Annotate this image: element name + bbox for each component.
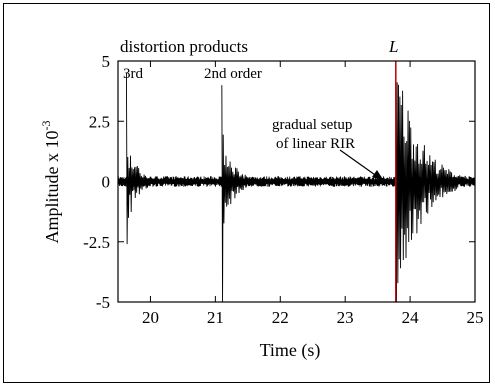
- second-order-label: 2nd order: [204, 66, 262, 82]
- y-tick-label: -2.5: [83, 233, 110, 252]
- distortion-products-label: distortion products: [120, 37, 248, 56]
- gradual-setup-label-line1: gradual setup: [272, 117, 352, 133]
- burst-1: [125, 73, 157, 245]
- signal-waveform: [117, 60, 476, 303]
- axis-ticks: 20 21 22 23 24 25 5 2.5 0 -2.5 -5: [83, 52, 483, 327]
- burst-trace: [125, 73, 157, 245]
- y-axis-label-exponent: -3: [39, 121, 53, 131]
- x-tick-label: 20: [142, 308, 159, 327]
- x-tick-label: 21: [207, 308, 224, 327]
- linear-label: L: [388, 37, 398, 56]
- third-order-label: 3rd: [123, 66, 143, 82]
- gradual-setup-label-line2: of linear RIR: [276, 136, 355, 152]
- x-axis-label: Time (s): [260, 340, 321, 361]
- burst-3: [395, 60, 468, 303]
- x-tick-label: 24: [402, 308, 420, 327]
- burst-trace: [395, 60, 468, 303]
- x-tick-label: 22: [272, 308, 289, 327]
- y-tick-label: 2.5: [89, 112, 110, 131]
- y-axis-label-main: Amplitude x 10: [42, 131, 62, 244]
- y-tick-label: 5: [102, 52, 111, 71]
- x-tick-label: 25: [467, 308, 484, 327]
- burst-trace: [221, 85, 258, 303]
- y-tick-label: 0: [102, 173, 111, 192]
- setup-arrow: [339, 149, 384, 181]
- burst-2: [221, 85, 258, 303]
- y-axis-label: Amplitude x 10-3: [39, 121, 62, 244]
- x-tick-label: 23: [337, 308, 354, 327]
- y-tick-label: -5: [96, 293, 110, 312]
